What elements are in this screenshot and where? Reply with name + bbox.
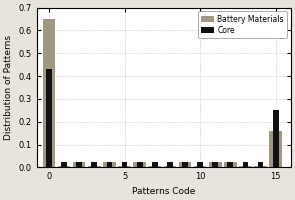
Bar [194, 166, 206, 167]
Bar [73, 162, 86, 167]
Bar [167, 162, 173, 167]
Bar [254, 166, 267, 167]
Bar [133, 162, 146, 167]
Bar [76, 162, 82, 167]
Bar [212, 162, 218, 167]
Bar [61, 162, 67, 167]
Bar [242, 162, 248, 167]
Bar [179, 162, 191, 167]
Bar [209, 162, 222, 167]
Bar [182, 162, 188, 167]
Bar [118, 166, 131, 167]
Bar [163, 166, 176, 167]
Bar [122, 162, 127, 167]
Bar [58, 166, 71, 167]
Bar [152, 162, 158, 167]
Bar [273, 110, 278, 167]
Y-axis label: Distribution of Patterns: Distribution of Patterns [4, 35, 13, 140]
Bar [148, 166, 161, 167]
Bar [103, 162, 116, 167]
Bar [227, 162, 233, 167]
Bar [197, 162, 203, 167]
Bar [239, 166, 252, 167]
Bar [88, 166, 101, 167]
Bar [269, 131, 282, 167]
Bar [91, 162, 97, 167]
Bar [224, 162, 237, 167]
X-axis label: Patterns Code: Patterns Code [132, 187, 196, 196]
Bar [106, 162, 112, 167]
Bar [137, 162, 142, 167]
Bar [46, 69, 52, 167]
Bar [42, 19, 55, 167]
Legend: Battery Materials, Core: Battery Materials, Core [198, 11, 287, 38]
Bar [258, 162, 263, 167]
